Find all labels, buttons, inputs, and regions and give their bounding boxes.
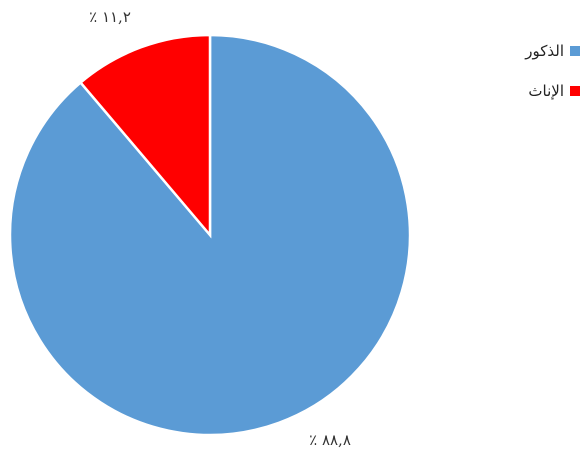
- legend-label-females: الإناث: [528, 82, 564, 100]
- data-label-males: ٨٨,٨ ٪: [309, 431, 351, 449]
- legend-swatch-males: [570, 46, 580, 56]
- pie-slice-females: [78, 33, 212, 239]
- pie-slice-males: [8, 33, 412, 437]
- legend-item-males: الذكور: [525, 40, 580, 62]
- legend-label-males: الذكور: [525, 42, 564, 60]
- data-label-females: ١١,٢ ٪: [89, 8, 131, 26]
- chart-legend: الذكور الإناث: [525, 40, 580, 120]
- legend-swatch-females: [570, 86, 580, 96]
- legend-item-females: الإناث: [525, 80, 580, 102]
